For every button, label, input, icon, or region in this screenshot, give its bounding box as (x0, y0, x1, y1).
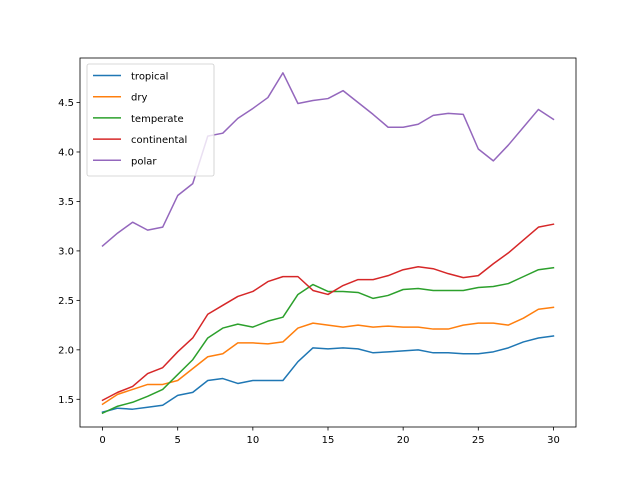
x-tick-label: 5 (175, 435, 181, 446)
y-axis: 1.5 2.0 2.5 3.0 3.5 4.0 4.5 (58, 98, 80, 406)
x-tick-label: 20 (397, 435, 410, 446)
x-tick-label: 30 (547, 435, 560, 446)
x-axis: 0 5 10 15 20 25 30 (99, 427, 560, 446)
y-tick-label: 3.5 (58, 197, 74, 208)
y-tick-label: 3.0 (58, 246, 74, 257)
x-tick-label: 10 (246, 435, 259, 446)
series-line-temperate (101, 266, 555, 415)
series-line-tropical (101, 335, 555, 414)
y-tick-label: 1.5 (58, 395, 74, 406)
series-line-polar (101, 72, 555, 248)
legend: tropical dry temperate continental polar (86, 63, 215, 177)
legend-label-polar: polar (131, 156, 157, 167)
y-tick-label: 2.5 (58, 296, 74, 307)
series-line-dry (101, 306, 555, 406)
x-tick-label: 0 (99, 435, 105, 446)
axes-frame (79, 57, 577, 428)
x-tick-label: 15 (322, 435, 335, 446)
y-tick-label: 4.5 (58, 98, 74, 109)
x-tick-label: 25 (472, 435, 485, 446)
legend-label-tropical: tropical (131, 72, 168, 83)
legend-label-temperate: temperate (131, 114, 184, 125)
legend-label-dry: dry (131, 93, 147, 104)
y-tick-label: 4.0 (58, 147, 74, 158)
legend-label-continental: continental (131, 135, 187, 146)
y-tick-label: 2.0 (58, 345, 74, 356)
series-group (101, 72, 555, 415)
legend-box (86, 63, 215, 177)
series-line-continental (101, 223, 555, 402)
